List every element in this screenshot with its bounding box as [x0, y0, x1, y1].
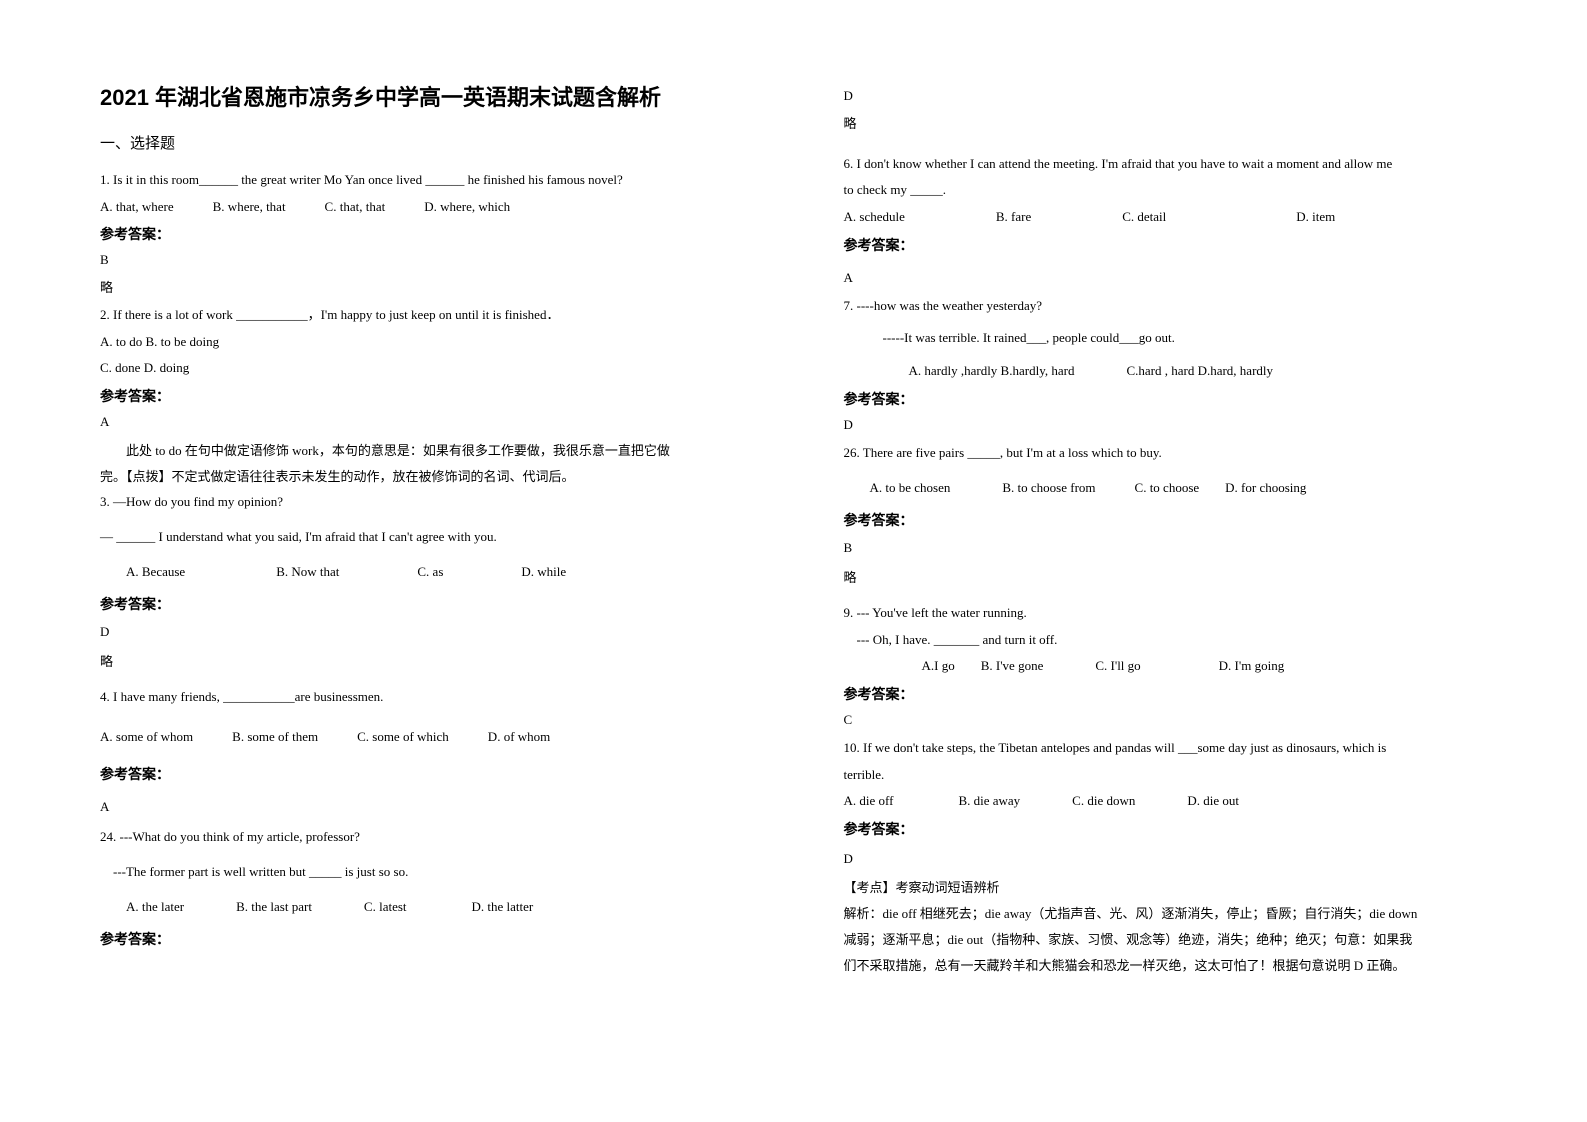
q24-options: A. the later B. the last part C. latest …: [100, 895, 744, 920]
right-column: D 略 6. I don't know whether I can attend…: [794, 80, 1538, 1042]
q3-label: 参考答案：: [100, 594, 744, 614]
question-26: 26. There are five pairs _____, but I'm …: [844, 441, 1488, 591]
q6-text2: to check my _____.: [844, 178, 1488, 203]
q7-text: 7. ----how was the weather yesterday?: [844, 294, 1488, 319]
q24-label: 参考答案：: [100, 929, 744, 949]
question-9: 9. --- You've left the water running. --…: [844, 601, 1488, 728]
q7-answer: D: [844, 417, 1488, 433]
q10-text: 10. If we don't take steps, the Tibetan …: [844, 736, 1488, 761]
q9-options: A.I go B. I've gone C. I'll go D. I'm go…: [844, 654, 1488, 679]
question-1: 1. Is it in this room______ the great wr…: [100, 168, 744, 301]
q10-note4: 们不采取措施，总有一天藏羚羊和大熊猫会和恐龙一样灭绝，这太可怕了！根据句意说明 …: [844, 953, 1488, 979]
q4-options: A. some of whom B. some of them C. some …: [100, 725, 744, 750]
section-header: 一、选择题: [100, 132, 744, 153]
q3-note: 略: [100, 650, 744, 675]
q4-text: 4. I have many friends, ___________are b…: [100, 685, 744, 710]
question-24: 24. ---What do you think of my article, …: [100, 825, 744, 949]
q6-text: 6. I don't know whether I can attend the…: [844, 152, 1488, 177]
q2-optB: C. done D. doing: [100, 356, 744, 381]
q9-text2: --- Oh, I have. _______ and turn it off.: [844, 628, 1488, 653]
question-3: 3. —How do you find my opinion? — ______…: [100, 490, 744, 675]
page-title: 2021 年湖北省恩施市凉务乡中学高一英语期末试题含解析: [100, 80, 744, 112]
left-column: 2021 年湖北省恩施市凉务乡中学高一英语期末试题含解析 一、选择题 1. Is…: [50, 80, 794, 1042]
q2-note1: 此处 to do 在句中做定语修饰 work，本句的意思是：如果有很多工作要做，…: [100, 438, 744, 464]
q26-note: 略: [844, 566, 1488, 591]
q10-answer: D: [844, 851, 1488, 867]
q7-options: A. hardly ,hardly B.hardly, hard C.hard …: [844, 359, 1488, 384]
question-10: 10. If we don't take steps, the Tibetan …: [844, 736, 1488, 979]
q24-note: 略: [844, 112, 1488, 137]
q24-answer: D: [844, 88, 1488, 104]
q3-answer: D: [100, 624, 744, 640]
question-7: 7. ----how was the weather yesterday? --…: [844, 294, 1488, 433]
q6-label: 参考答案：: [844, 235, 1488, 255]
q26-options: A. to be chosen B. to choose from C. to …: [844, 476, 1488, 501]
q1-answer: B: [100, 252, 744, 268]
q26-label: 参考答案：: [844, 510, 1488, 530]
q2-answer: A: [100, 414, 744, 430]
q2-text: 2. If there is a lot of work ___________…: [100, 303, 744, 328]
q24-text: 24. ---What do you think of my article, …: [100, 825, 744, 850]
question-2: 2. If there is a lot of work ___________…: [100, 303, 744, 490]
q6-answer: A: [844, 270, 1488, 286]
q26-text: 26. There are five pairs _____, but I'm …: [844, 441, 1488, 466]
q1-options: A. that, where B. where, that C. that, t…: [100, 195, 744, 220]
q1-text: 1. Is it in this room______ the great wr…: [100, 168, 744, 193]
q3-options: A. Because B. Now that C. as D. while: [100, 560, 744, 585]
q3-text: 3. —How do you find my opinion?: [100, 490, 744, 515]
question-4: 4. I have many friends, ___________are b…: [100, 685, 744, 815]
q4-answer: A: [100, 799, 744, 815]
q2-note2: 完。【点拨】不定式做定语往往表示未发生的动作，放在被修饰词的名词、代词后。: [100, 464, 744, 490]
q2-optA: A. to do B. to be doing: [100, 330, 744, 355]
q10-text2: terrible.: [844, 763, 1488, 788]
q26-answer: B: [844, 540, 1488, 556]
q9-answer: C: [844, 712, 1488, 728]
question-6: 6. I don't know whether I can attend the…: [844, 152, 1488, 286]
q1-label: 参考答案：: [100, 224, 744, 244]
q10-options: A. die off B. die away C. die down D. di…: [844, 789, 1488, 814]
q10-label: 参考答案：: [844, 819, 1488, 839]
q10-note2: 解析：die off 相继死去；die away（尤指声音、光、风）逐渐消失，停…: [844, 901, 1488, 927]
q7-text2: -----It was terrible. It rained___, peop…: [844, 326, 1488, 351]
q2-label: 参考答案：: [100, 386, 744, 406]
q9-text: 9. --- You've left the water running.: [844, 601, 1488, 626]
q10-note3: 减弱；逐渐平息；die out（指物种、家族、习惯、观念等）绝迹，消失；绝种；绝…: [844, 927, 1488, 953]
q1-note: 略: [100, 276, 744, 301]
q9-label: 参考答案：: [844, 684, 1488, 704]
q10-note1: 【考点】考察动词短语辨析: [844, 875, 1488, 901]
q7-label: 参考答案：: [844, 389, 1488, 409]
q3-text2: — ______ I understand what you said, I'm…: [100, 525, 744, 550]
q6-options: A. schedule B. fare C. detail D. item: [844, 205, 1488, 230]
q4-label: 参考答案：: [100, 764, 744, 784]
q24-text2: ---The former part is well written but _…: [100, 860, 744, 885]
